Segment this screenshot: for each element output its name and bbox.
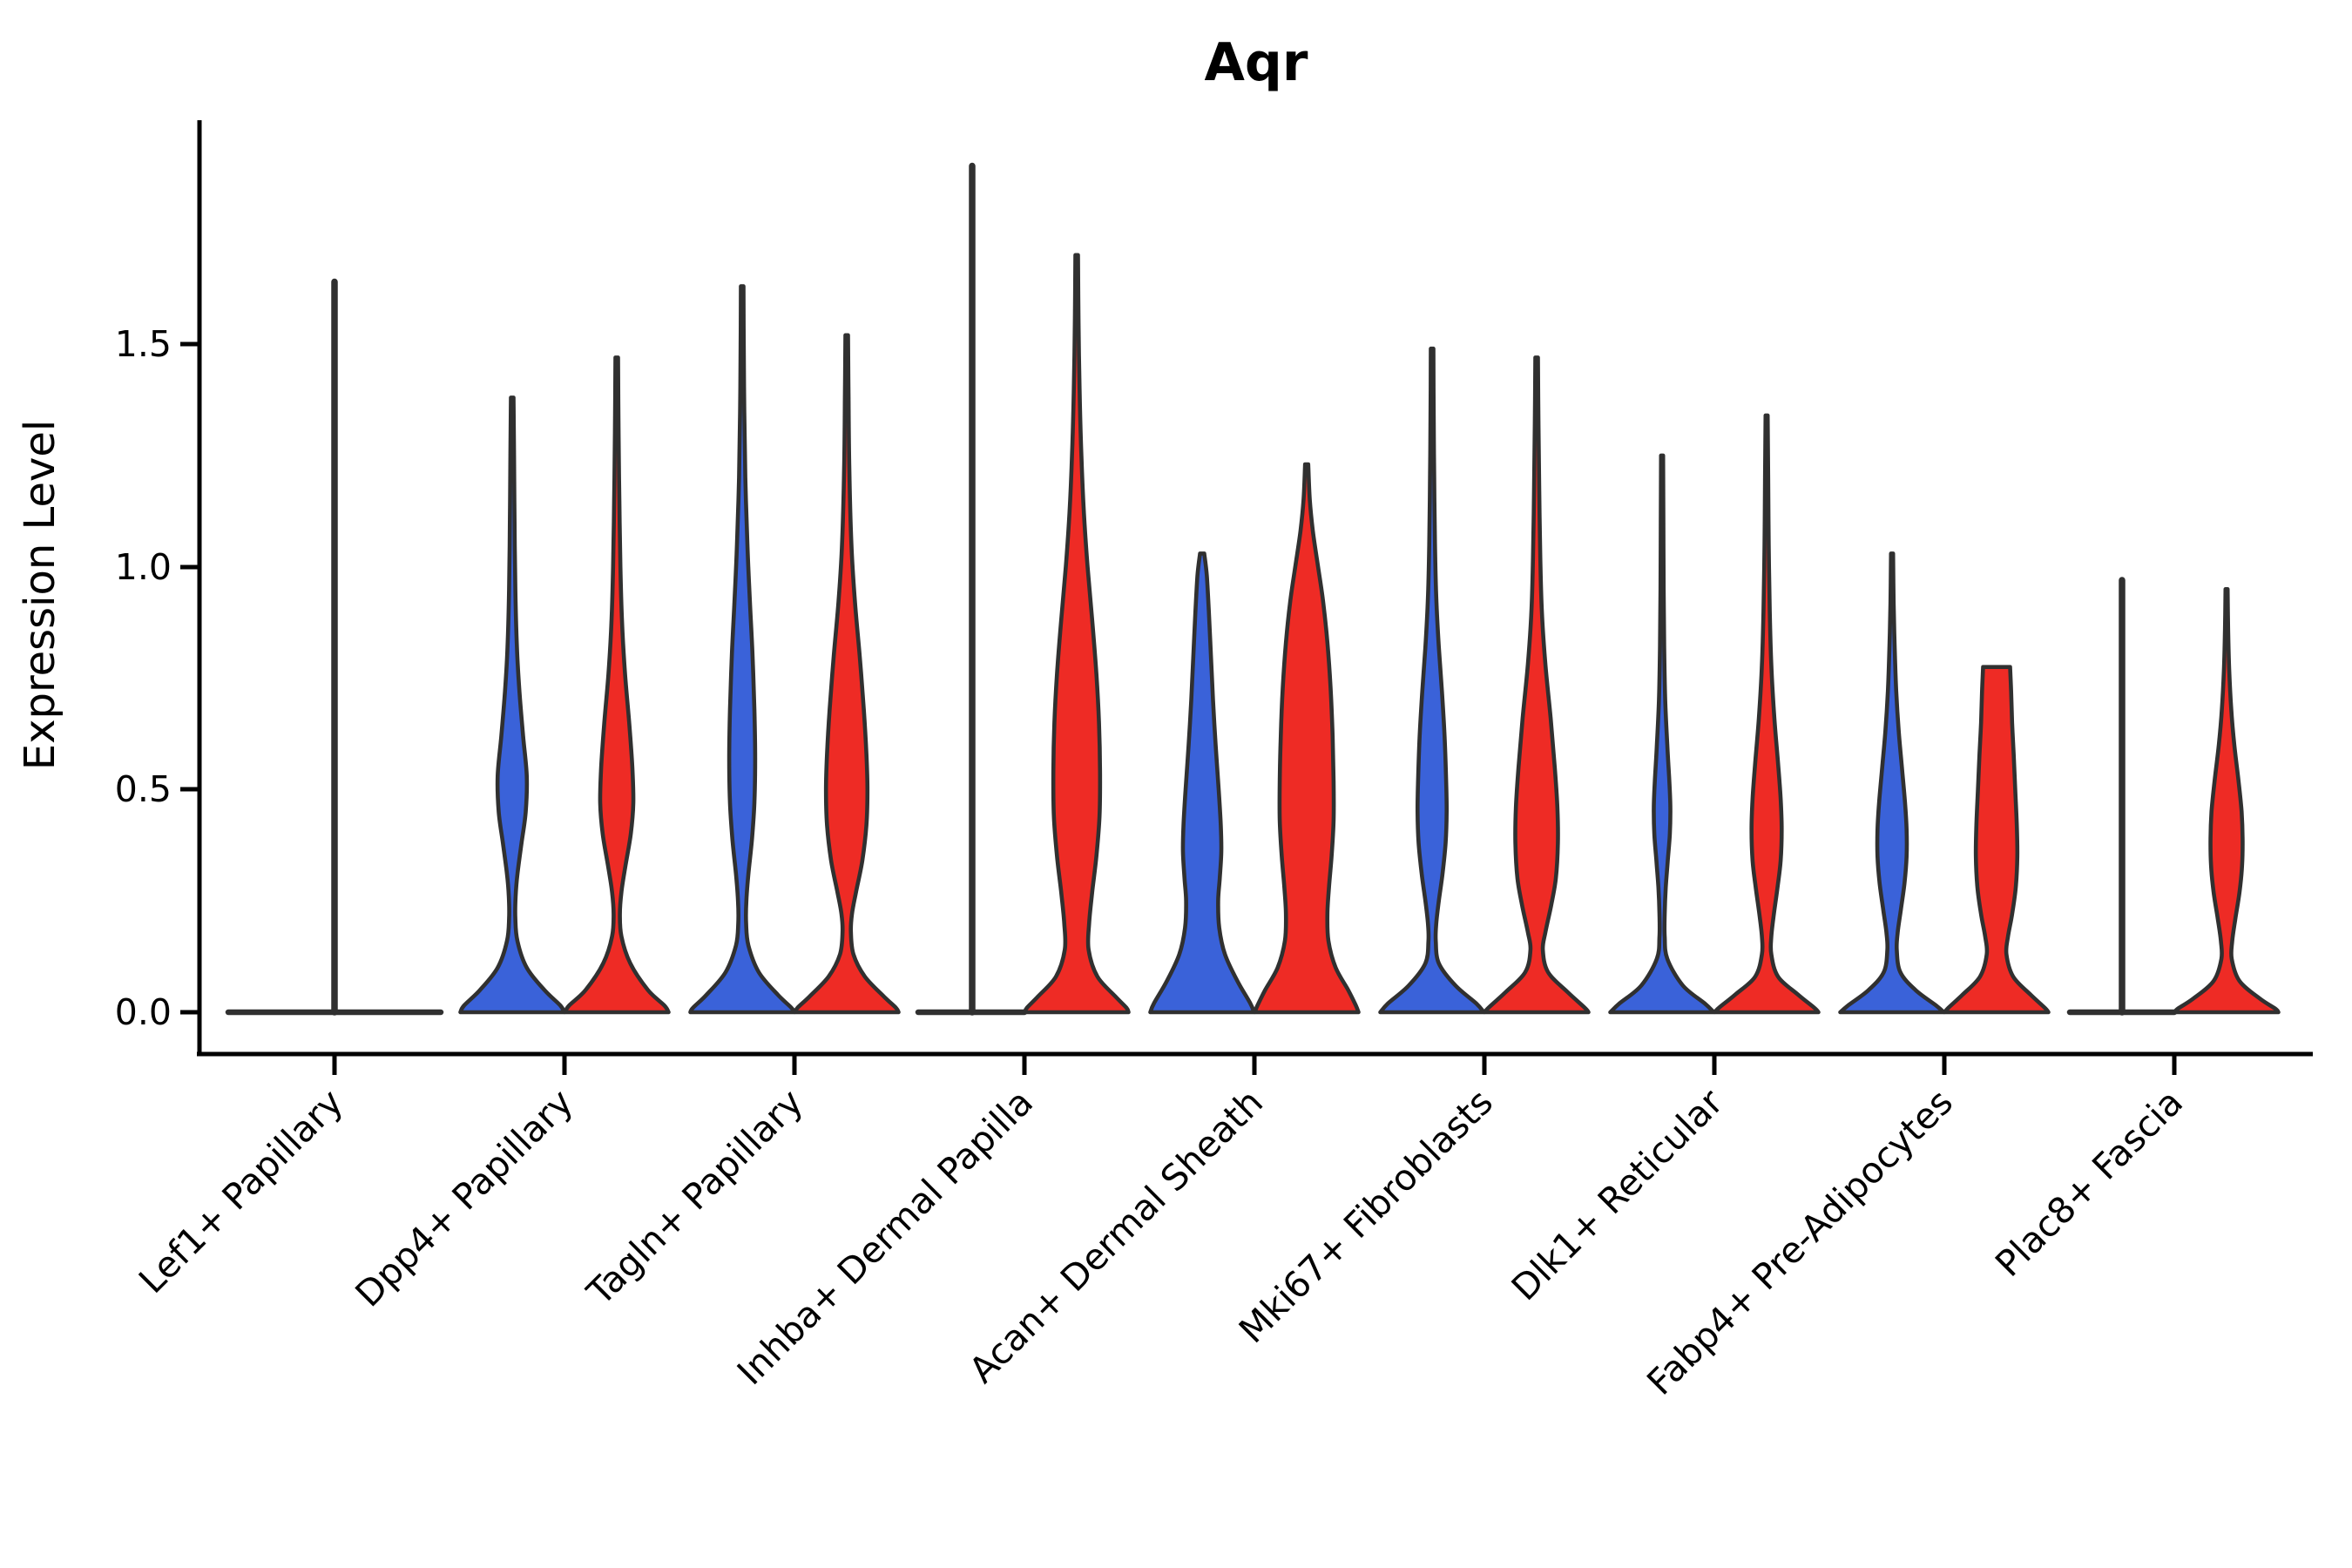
violin-fabp4-pre-adipocytes-blue: [1838, 551, 1946, 1015]
violin-acan-dermal-sheath-blue: [1148, 551, 1256, 1015]
violin-dlk1-reticular-red: [1713, 413, 1821, 1015]
y-tick-label: 0.0: [115, 991, 172, 1033]
x-tick-label-lef1: Lef1+ Papillary: [131, 1081, 351, 1301]
x-tick-label-plac8: Plac8+ Fascia: [1987, 1081, 2191, 1285]
y-tick-label: 1.0: [115, 546, 172, 588]
violin-tagln-papillary-blue: [688, 284, 796, 1015]
x-tick-label-tagln: Tagln+ Papillary: [578, 1081, 811, 1314]
y-axis-label: Expression Level: [16, 420, 64, 771]
violin-mki67-fibroblasts-blue: [1378, 346, 1486, 1015]
x-axis-ticks: Lef1+ Papillary Dpp4+ Papillary Tagln+ P…: [131, 1054, 2191, 1403]
violin-dpp4-papillary-red: [563, 355, 671, 1015]
violin-acan-dermal-sheath-red: [1253, 462, 1361, 1015]
violin-plac8-fascia-red: [2173, 587, 2281, 1015]
x-tick-label-dpp4: Dpp4+ Papillary: [348, 1081, 581, 1315]
x-tick-label-dlk1: Dlk1+ Reticular: [1504, 1081, 1731, 1308]
violin-tagln-papillary-red: [793, 333, 901, 1015]
violin-mki67-fibroblasts-red: [1483, 355, 1591, 1015]
plot-title: Aqr: [1205, 32, 1308, 93]
violins-layer: [225, 162, 2281, 1016]
violin-dpp4-papillary-blue: [458, 395, 566, 1015]
y-tick-label: 0.5: [115, 768, 172, 810]
violin-dlk1-reticular-blue: [1608, 453, 1716, 1015]
y-axis-ticks: 0.0 0.5 1.0 1.5: [115, 323, 199, 1033]
y-tick-label: 1.5: [115, 323, 172, 365]
violin-fabp4-pre-adipocytes-red: [1943, 665, 2051, 1015]
violin-inhba-dermal-papilla-red: [1023, 253, 1131, 1015]
x-tick-label-mki67: Mki67+ Fibroblasts: [1231, 1081, 1501, 1351]
